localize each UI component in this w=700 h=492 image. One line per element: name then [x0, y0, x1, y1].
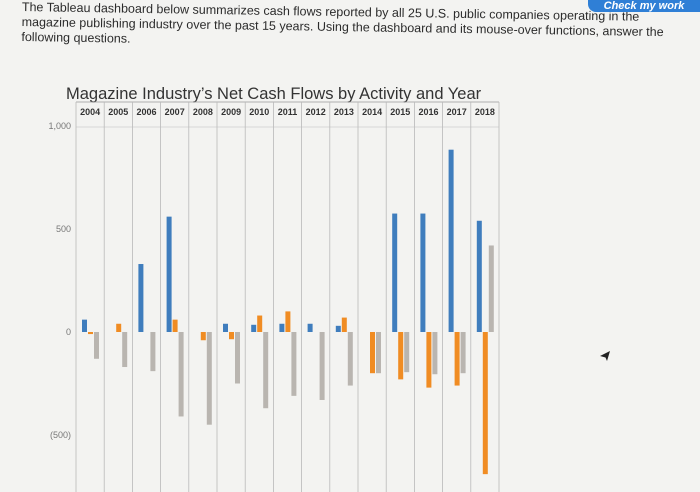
bar-2005-s3[interactable] [122, 332, 128, 368]
bar-2018-s3[interactable] [488, 245, 494, 332]
year-label[interactable]: 2004 [80, 107, 100, 117]
bar-2014-s3[interactable] [376, 332, 381, 374]
bar-2011-s2[interactable] [285, 311, 291, 332]
bar-2006-s3[interactable] [150, 332, 156, 372]
bar-2017-s2[interactable] [454, 332, 460, 386]
year-label[interactable]: 2009 [221, 107, 241, 117]
bar-2007-s1[interactable] [166, 216, 172, 332]
bar-2005-s2[interactable] [116, 323, 122, 332]
bar-2012-s1[interactable] [307, 323, 313, 332]
check-my-work-button[interactable]: Check my work [588, 0, 700, 12]
bar-2016-s2[interactable] [426, 332, 432, 388]
bar-2006-s1[interactable] [138, 264, 144, 332]
bars [82, 149, 494, 475]
bar-2008-s2[interactable] [200, 332, 206, 341]
bar-2011-s1[interactable] [279, 323, 285, 332]
year-label[interactable]: 2013 [334, 107, 354, 117]
bar-2008-s3[interactable] [206, 332, 212, 425]
year-label[interactable]: 2005 [108, 107, 128, 117]
y-tick-label: 1,000 [48, 121, 71, 131]
bar-2013-s3[interactable] [347, 332, 353, 386]
year-label[interactable]: 2011 [278, 107, 298, 117]
bar-2009-s3[interactable] [235, 332, 240, 384]
year-header: 2004 2005 2006 2007 2008 2009 2010 2011 2012 2013… [75, 101, 500, 492]
year-label[interactable]: 2006 [136, 107, 156, 117]
bar-2007-s3[interactable] [178, 332, 184, 417]
year-label[interactable]: 2018 [475, 107, 495, 117]
year-label[interactable]: 2014 [362, 107, 382, 117]
bar-2010-s2[interactable] [257, 315, 263, 332]
bar-2015-s1[interactable] [392, 213, 398, 332]
bar-2017-s3[interactable] [460, 332, 466, 374]
y-tick-label: (500) [50, 430, 71, 440]
year-label[interactable]: 2017 [447, 107, 467, 117]
bar-2004-s2[interactable] [88, 332, 93, 335]
bar-2017-s1[interactable] [448, 149, 454, 332]
year-label[interactable]: 2007 [165, 107, 185, 117]
y-tick-label: 500 [56, 224, 71, 234]
year-label[interactable]: 2012 [306, 107, 326, 117]
bar-2009-s2[interactable] [229, 332, 234, 340]
year-label[interactable]: 2015 [390, 107, 410, 117]
bar-2012-s3[interactable] [319, 332, 325, 400]
y-axis: 1,000 500 0 (500) [48, 121, 71, 440]
chart-title: Magazine Industry’s Net Cash Flows by Ac… [66, 85, 482, 103]
year-label[interactable]: 2008 [193, 107, 213, 117]
bar-2016-s1[interactable] [420, 213, 426, 332]
bar-2010-s3[interactable] [263, 332, 269, 409]
bar-2011-s3[interactable] [291, 332, 297, 396]
bar-2018-s1[interactable] [476, 220, 482, 332]
bar-2013-s1[interactable] [335, 325, 341, 332]
bar-2004-s1[interactable] [82, 319, 87, 332]
bar-2013-s2[interactable] [341, 317, 347, 332]
bar-2009-s1[interactable] [223, 323, 228, 332]
bar-2015-s3[interactable] [404, 332, 410, 373]
bar-2015-s2[interactable] [398, 332, 404, 380]
bar-2018-s2[interactable] [482, 332, 488, 475]
year-label[interactable]: 2010 [249, 107, 269, 117]
bar-2014-s2[interactable] [370, 332, 375, 374]
bar-2004-s3[interactable] [94, 332, 99, 359]
year-label[interactable]: 2016 [418, 107, 438, 117]
y-tick-label: 0 [66, 327, 71, 337]
bar-2010-s1[interactable] [251, 324, 257, 332]
bar-2007-s2[interactable] [172, 319, 178, 332]
mouse-cursor-icon [600, 351, 610, 361]
bar-2016-s3[interactable] [432, 332, 438, 375]
